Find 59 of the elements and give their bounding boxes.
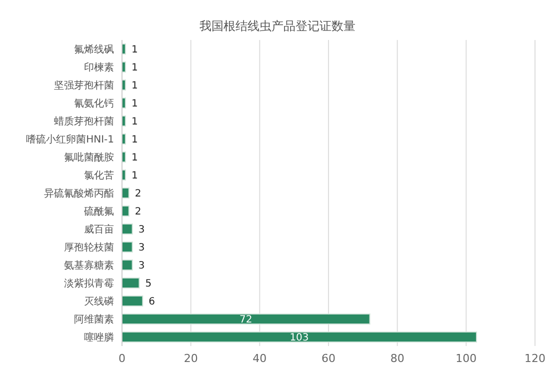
y-tick-label: 氨基寡糖素 bbox=[64, 260, 114, 272]
y-tick-label: 氟吡菌酰胺 bbox=[64, 152, 114, 164]
data-label: 1 bbox=[131, 152, 138, 164]
y-tick-label: 坚强芽孢杆菌 bbox=[54, 80, 114, 92]
data-label: 103 bbox=[290, 332, 309, 344]
data-label: 2 bbox=[134, 206, 142, 218]
data-label: 72 bbox=[240, 314, 252, 326]
y-tick-label: 印楝素 bbox=[84, 62, 114, 74]
bar bbox=[122, 332, 477, 342]
y-tick-label: 蜡质芽孢杆菌 bbox=[54, 116, 114, 128]
y-tick-label: 噻唑膦 bbox=[84, 332, 114, 344]
bar bbox=[122, 80, 126, 90]
x-tick-label: 60 bbox=[322, 352, 336, 365]
y-tick-label: 阿维菌素 bbox=[74, 314, 114, 326]
x-tick-label: 100 bbox=[456, 352, 477, 365]
data-label: 3 bbox=[138, 224, 145, 236]
data-label: 3 bbox=[138, 260, 145, 272]
y-tick-label: 氟烯线砜 bbox=[74, 44, 114, 56]
y-tick-label: 淡紫拟青霉 bbox=[64, 278, 114, 290]
y-tick-label: 厚孢轮枝菌 bbox=[64, 242, 114, 254]
data-label: 3 bbox=[138, 242, 145, 254]
x-tick-label: 40 bbox=[252, 352, 267, 365]
bar bbox=[122, 98, 126, 108]
data-label: 1 bbox=[131, 98, 138, 110]
y-tick-label: 灭线磷 bbox=[84, 296, 114, 308]
bar bbox=[122, 242, 133, 252]
bar bbox=[122, 116, 126, 126]
x-tick-label: 20 bbox=[184, 352, 198, 365]
data-label: 1 bbox=[131, 134, 138, 146]
bar bbox=[122, 62, 126, 72]
data-label: 1 bbox=[131, 44, 138, 56]
data-label: 5 bbox=[145, 278, 152, 290]
chart-title: 我国根结线虫产品登记证数量 bbox=[198, 18, 356, 35]
data-label: 1 bbox=[131, 80, 138, 92]
data-label: 6 bbox=[148, 296, 156, 308]
x-tick-label: 0 bbox=[118, 352, 126, 365]
bar bbox=[122, 260, 133, 270]
data-label: 2 bbox=[134, 188, 142, 200]
data-label: 1 bbox=[131, 62, 138, 74]
bar bbox=[122, 296, 144, 306]
bar bbox=[122, 206, 130, 216]
y-tick-label: 氰氨化钙 bbox=[74, 98, 114, 110]
y-tick-label: 硫酰氟 bbox=[84, 206, 114, 218]
bar bbox=[122, 44, 126, 54]
bar bbox=[122, 152, 126, 162]
bar bbox=[122, 188, 130, 198]
y-tick-label: 氯化苦 bbox=[84, 170, 114, 182]
bar bbox=[122, 224, 133, 234]
y-tick-label: 威百亩 bbox=[84, 224, 114, 236]
bar bbox=[122, 170, 126, 180]
x-tick-label: 80 bbox=[390, 352, 404, 365]
bar bbox=[122, 134, 126, 144]
x-tick-label: 120 bbox=[524, 352, 546, 365]
data-label: 1 bbox=[131, 116, 138, 128]
data-label: 1 bbox=[131, 170, 138, 182]
y-tick-label: 异硫氰酸烯丙酯 bbox=[44, 188, 114, 200]
bar bbox=[122, 314, 370, 324]
y-tick-label: 嗜硫小红卵菌HNI-1 bbox=[26, 134, 114, 146]
bar bbox=[122, 278, 140, 288]
